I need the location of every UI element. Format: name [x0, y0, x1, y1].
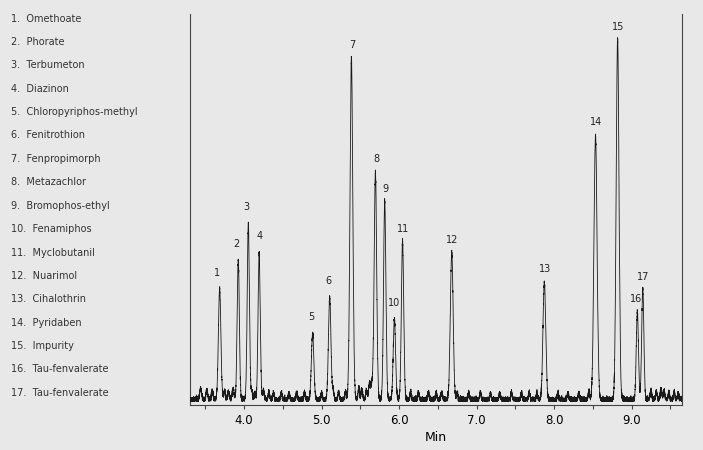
Text: 15.  Impurity: 15. Impurity: [11, 341, 73, 351]
Text: 16: 16: [631, 294, 643, 304]
Text: 1.  Omethoate: 1. Omethoate: [11, 14, 81, 23]
Text: 14: 14: [590, 117, 602, 127]
Text: 15: 15: [612, 22, 624, 32]
Text: 3.  Terbumeton: 3. Terbumeton: [11, 60, 84, 70]
Text: 12.  Nuarimol: 12. Nuarimol: [11, 271, 77, 281]
Text: 13.  Cihalothrin: 13. Cihalothrin: [11, 294, 86, 304]
Text: 11.  Myclobutanil: 11. Myclobutanil: [11, 248, 94, 257]
Text: 2.  Phorate: 2. Phorate: [11, 37, 64, 47]
Text: 7.  Fenpropimorph: 7. Fenpropimorph: [11, 154, 100, 164]
Text: 4.  Diazinon: 4. Diazinon: [11, 84, 68, 94]
Text: 8.  Metazachlor: 8. Metazachlor: [11, 177, 86, 187]
Text: 3: 3: [244, 202, 250, 212]
Text: 14.  Pyridaben: 14. Pyridaben: [11, 318, 81, 328]
Text: 16.  Tau-fenvalerate: 16. Tau-fenvalerate: [11, 364, 108, 374]
Text: 4: 4: [257, 231, 263, 241]
Text: 13: 13: [539, 265, 551, 274]
Text: 11: 11: [397, 224, 409, 234]
Text: 2: 2: [233, 239, 240, 249]
Text: 6.  Fenitrothion: 6. Fenitrothion: [11, 130, 84, 140]
Text: 9: 9: [382, 184, 389, 194]
Text: 5: 5: [308, 312, 314, 322]
Text: 10: 10: [388, 297, 401, 308]
Text: 12: 12: [446, 235, 459, 245]
Text: 10.  Fenamiphos: 10. Fenamiphos: [11, 224, 91, 234]
Text: 17: 17: [638, 272, 650, 282]
X-axis label: Min: Min: [425, 431, 447, 444]
Text: 1: 1: [214, 268, 219, 278]
Text: 5.  Chloropyriphos-methyl: 5. Chloropyriphos-methyl: [11, 107, 137, 117]
Text: 8: 8: [373, 154, 379, 164]
Text: 6: 6: [325, 275, 331, 286]
Text: 17.  Tau-fenvalerate: 17. Tau-fenvalerate: [11, 388, 108, 398]
Text: 9.  Bromophos-ethyl: 9. Bromophos-ethyl: [11, 201, 109, 211]
Text: 7: 7: [349, 40, 355, 50]
